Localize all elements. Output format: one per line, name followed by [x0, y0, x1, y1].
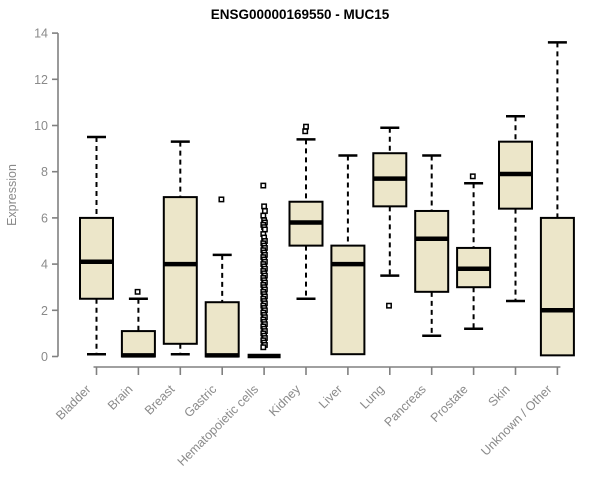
boxplot-pancreas	[414, 154, 450, 337]
y-tick-label: 10	[34, 119, 48, 133]
x-tick-label: Hematopoietic cells	[175, 382, 262, 469]
y-tick-label: 4	[41, 258, 48, 272]
x-tick-label: Liver	[316, 382, 345, 411]
box	[79, 216, 114, 300]
outlier	[218, 196, 225, 203]
boxplot-liver	[330, 154, 366, 356]
boxplot-prostate	[456, 173, 492, 331]
x-tick-label: Prostate	[428, 382, 471, 425]
boxplot-breast	[162, 140, 198, 356]
box	[414, 209, 450, 293]
outlier	[260, 212, 267, 219]
x-tick-label: Gastric	[181, 382, 219, 420]
boxplot-bladder	[79, 135, 114, 356]
box	[204, 301, 240, 358]
outlier	[134, 288, 141, 295]
outlier	[261, 203, 268, 210]
boxplot-kidney	[288, 123, 324, 300]
outlier	[260, 182, 267, 189]
box	[162, 196, 198, 345]
chart-title: ENSG00000169550 - MUC15	[211, 7, 390, 22]
y-tick-label: 0	[41, 350, 48, 364]
outlier	[386, 302, 392, 309]
x-tick-label: Skin	[486, 382, 513, 409]
x-tick-label: Lung	[357, 382, 387, 412]
boxplot-gastric	[204, 196, 240, 358]
x-tick-label: Breast	[142, 382, 178, 418]
y-tick-label: 8	[41, 165, 48, 179]
boxplot-skin	[498, 115, 533, 303]
y-tick-label: 14	[34, 27, 48, 41]
outlier	[261, 226, 268, 233]
boxplot-unknown-other	[539, 41, 575, 357]
outlier	[260, 344, 267, 351]
y-tick-label: 2	[41, 304, 48, 318]
x-tick-label: Pancreas	[382, 382, 429, 429]
x-tick-label: Brain	[105, 382, 136, 413]
outlier	[302, 128, 309, 135]
boxes-group	[79, 41, 575, 359]
outlier	[469, 173, 476, 180]
x-tick-label: Unknown / Other	[478, 382, 554, 458]
x-tick-label: Bladder	[53, 382, 93, 422]
y-tick-label: 6	[41, 211, 48, 225]
boxplot-brain	[120, 288, 156, 358]
box	[539, 216, 575, 357]
y-axis-label: Expression	[5, 164, 19, 226]
box	[120, 330, 156, 358]
outlier	[303, 123, 309, 130]
x-tick-label: Kidney	[266, 382, 303, 419]
outlier	[261, 208, 268, 214]
boxplot-hematopoietic-cells	[247, 182, 281, 359]
boxplot-lung	[372, 126, 408, 309]
y-tick-label: 12	[34, 73, 48, 87]
